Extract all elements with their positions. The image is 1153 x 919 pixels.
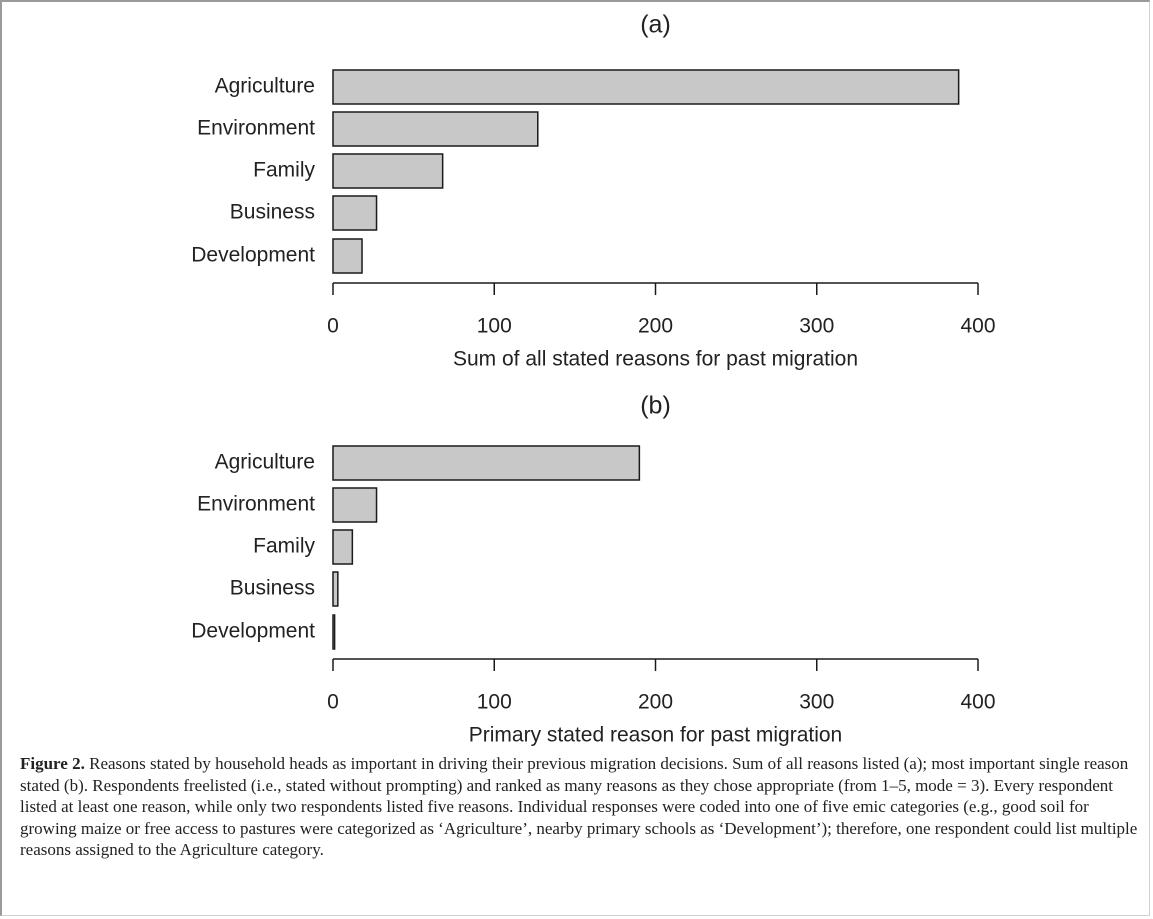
panel-a-title: (a) [640,11,671,39]
panel-b-category-label: Environment [197,493,315,516]
panel-b-tick-label: 200 [638,691,673,714]
figure-chart: (a) Agriculture Environment Family Business D… [191,11,995,747]
panel-a-category-label: Business [230,201,315,224]
panel-b-bar-agriculture [332,445,641,481]
panel-a-x-axis-title: Sum of all stated reasons for past migra… [453,348,858,371]
panel-b-tick-label: 400 [960,691,995,714]
panel-a-bar-agriculture [332,69,960,105]
panel-a-category-label: Development [191,244,315,267]
panel-a-tick-label: 400 [960,315,995,338]
figure-caption: Figure 2. Reasons stated by household he… [20,753,1140,861]
panel-b-category-label: Agriculture [215,451,315,474]
panel-b-bar-development [332,614,336,650]
panel-a-category-label: Family [253,159,315,182]
caption-label: Figure 2. [20,754,85,773]
panel-b-bar-family [332,529,354,565]
panel-b-tick-label: 0 [327,691,339,714]
caption-text: Reasons stated by household heads as imp… [20,754,1138,859]
panel-b-title: (b) [640,392,671,420]
panel-a-bar-environment [332,111,539,147]
panel-b-x-axis-title: Primary stated reason for past migration [469,724,843,747]
panel-a-tick-label: 100 [477,315,512,338]
panel-a-bar-family [332,153,444,189]
panel-b-bar-business [332,571,339,607]
panel-b-tick-label: 100 [477,691,512,714]
panel-b-category-label: Business [230,577,315,600]
panel-a-bar-business [332,195,378,231]
panel-a-tick-label: 300 [799,315,834,338]
panel-b-bar-environment [332,487,378,523]
panel-b-category-label: Development [191,620,315,643]
panel-a-category-label: Environment [197,117,315,140]
panel-a-tick-label: 0 [327,315,339,338]
panel-a-tick-label: 200 [638,315,673,338]
panel-a-bar-development [332,238,363,274]
panel-b-category-label: Family [253,535,315,558]
panel-b-tick-label: 300 [799,691,834,714]
panel-a-category-label: Agriculture [215,75,315,98]
